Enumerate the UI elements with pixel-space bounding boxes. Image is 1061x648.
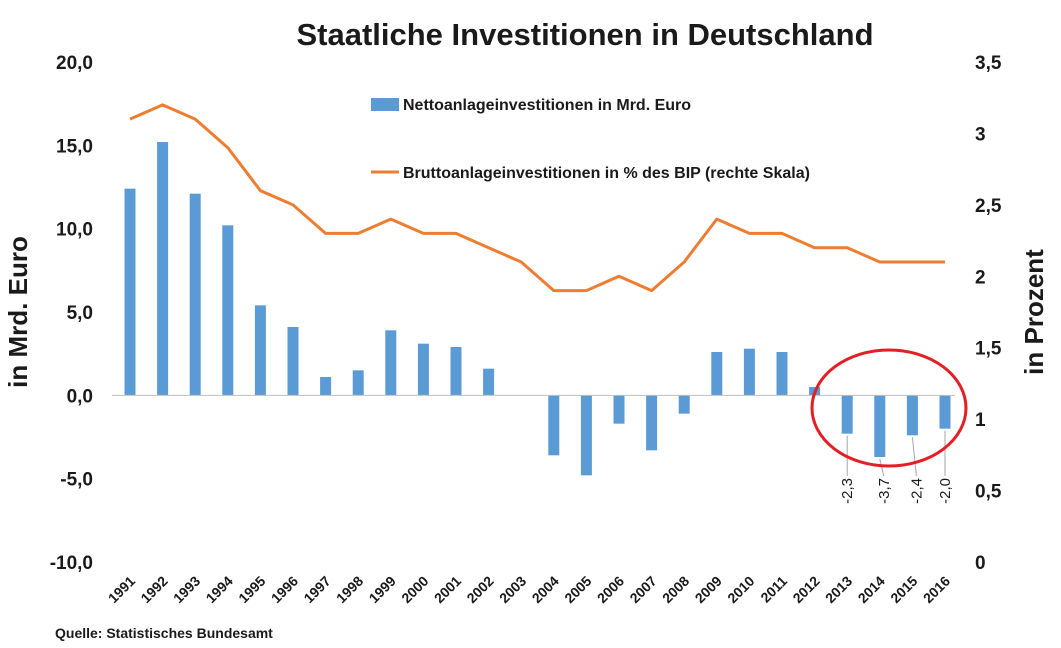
bar: [124, 188, 136, 396]
x-tick-label: 2000: [398, 573, 431, 606]
legend-swatch-bar: [371, 98, 399, 111]
legend: Nettoanlageinvestitionen in Mrd. Euro Br…: [371, 97, 810, 182]
right-tick-label: 3,5: [975, 53, 1002, 74]
line-series: [129, 103, 945, 293]
bar: [678, 395, 690, 414]
x-tick-label: 1994: [203, 573, 236, 606]
left-tick-label: -10,0: [50, 553, 93, 574]
x-tick-label: 1993: [170, 573, 203, 606]
x-tick-label: 1995: [235, 573, 268, 606]
bar: [287, 327, 299, 396]
data-label: -2,0: [937, 478, 954, 504]
x-tick-label: 2009: [692, 573, 725, 606]
x-tick-label: 2015: [887, 573, 920, 606]
x-tick-label: 2013: [822, 573, 855, 606]
bar-series: [124, 142, 951, 476]
bar: [548, 395, 560, 456]
bar: [352, 370, 364, 396]
left-tick-label: 10,0: [56, 220, 93, 241]
x-tick-label: 2014: [855, 573, 888, 606]
right-tick-label: 3: [975, 124, 986, 145]
x-tick-label: 2007: [626, 573, 659, 606]
right-axis-label: in Prozent: [1019, 249, 1049, 375]
bar: [157, 142, 169, 396]
right-tick-label: 2: [975, 267, 986, 288]
bar: [320, 377, 332, 396]
right-tick-label: 2,5: [975, 196, 1002, 217]
bar: [254, 305, 266, 396]
data-label: -2,3: [839, 478, 856, 504]
x-tick-label: 2004: [529, 573, 562, 606]
x-tick-label: 1991: [105, 573, 138, 606]
legend-entry-bar: Nettoanlageinvestitionen in Mrd. Euro: [403, 97, 691, 114]
bar: [450, 347, 462, 396]
left-tick-label: 15,0: [56, 136, 93, 157]
source-note: Quelle: Statistisches Bundesamt: [55, 625, 273, 641]
legend-entry-line: Bruttoanlageinvestitionen in % des BIP (…: [403, 165, 810, 182]
data-label-leader: [911, 437, 917, 477]
x-tick-label: 2010: [724, 573, 757, 606]
bar: [874, 395, 886, 457]
left-tick-label: -5,0: [60, 470, 93, 491]
right-tick-label: 0: [975, 553, 986, 574]
right-tick-label: 1,5: [975, 339, 1002, 360]
bar: [646, 395, 658, 451]
bar: [483, 368, 495, 396]
x-tick-label: 2008: [659, 573, 692, 606]
data-label: -2,4: [908, 478, 925, 504]
x-tick-label: 2001: [431, 573, 464, 606]
bar: [841, 395, 853, 434]
x-tick-label: 2005: [561, 573, 594, 606]
bar: [711, 352, 723, 396]
bar: [776, 352, 788, 396]
left-tick-label: 5,0: [67, 303, 93, 324]
left-tick-label: 0,0: [67, 386, 93, 407]
x-tick-label: 1997: [300, 573, 333, 606]
data-label: -3,7: [876, 478, 893, 504]
bar: [189, 193, 201, 396]
x-tick-label: 1998: [333, 573, 366, 606]
highlight-circle: [810, 348, 968, 468]
x-tick-label: 1996: [268, 573, 301, 606]
bar: [222, 225, 234, 396]
x-tick-label: 2006: [594, 573, 627, 606]
x-tick-label: 2012: [789, 573, 822, 606]
chart-title: Staatliche Investitionen in Deutschland: [296, 17, 873, 52]
bar: [385, 330, 397, 396]
x-tick-label: 1992: [137, 573, 170, 606]
x-tick-label: 2003: [496, 573, 529, 606]
bar: [580, 395, 592, 476]
bar: [939, 395, 951, 429]
x-tick-label: 2016: [920, 573, 953, 606]
bar: [906, 395, 918, 436]
data-label-leader: [879, 458, 885, 477]
left-axis-ticks: 20,0 15,0 10,0 5,0 0,0 -5,0 -10,0: [50, 53, 93, 574]
data-labels: -2,3 -3,7 -2,4 -2,0: [839, 430, 954, 504]
x-tick-label: 2002: [463, 573, 496, 606]
left-tick-label: 20,0: [56, 53, 93, 74]
x-tick-label: 2011: [757, 573, 790, 606]
x-axis-ticks: 1991 1992 1993 1994 1995 1996 1997 1998 1999 2000…: [105, 573, 953, 606]
bar: [743, 348, 755, 396]
right-tick-label: 0,5: [975, 482, 1002, 503]
x-tick-label: 1999: [366, 573, 399, 606]
right-axis-ticks: 3,5 3 2,5 2 1,5 1 0,5 0: [975, 53, 1002, 574]
bar: [417, 343, 429, 396]
bar: [613, 395, 625, 424]
left-axis-label: in Mrd. Euro: [3, 236, 33, 388]
right-tick-label: 1: [975, 410, 986, 431]
